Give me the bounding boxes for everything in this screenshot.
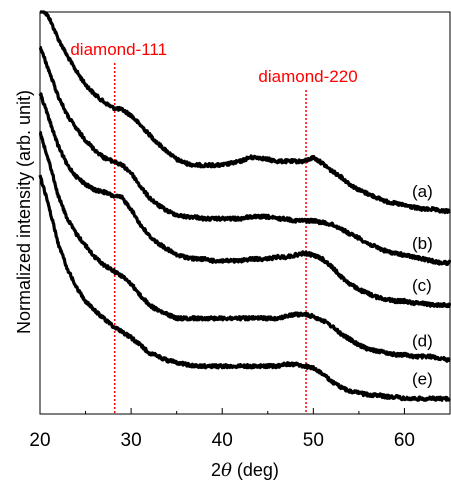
x-tick-label: 20 <box>29 430 50 451</box>
series-line <box>38 45 451 266</box>
series-line <box>38 174 451 402</box>
series-label: (a) <box>412 182 433 201</box>
reference-line-label: diamond-111 <box>70 40 167 59</box>
y-axis-label: Normalized intensity (arb. unit) <box>14 90 34 334</box>
series-group <box>38 10 451 402</box>
series-line <box>38 92 451 309</box>
x-axis-ticks <box>39 408 451 414</box>
reference-lines: diamond-111 diamond-220 <box>70 40 358 414</box>
x-axis-tick-labels: 20 30 40 50 60 <box>29 430 415 451</box>
x-axis-label-symbol: θ <box>221 460 232 481</box>
x-axis-label-prefix: 2 <box>211 460 221 480</box>
series-line <box>38 10 451 215</box>
reference-line-label: diamond-220 <box>258 67 357 86</box>
series-label: (b) <box>412 234 433 253</box>
x-tick-label: 50 <box>303 430 324 451</box>
x-tick-label: 60 <box>394 430 415 451</box>
series-label: (c) <box>412 276 432 295</box>
x-axis-label-suffix: (deg) <box>232 460 279 480</box>
series-label: (d) <box>412 331 433 350</box>
x-tick-label: 40 <box>212 430 233 451</box>
x-tick-label: 30 <box>121 430 142 451</box>
x-axis-label: 2θ (deg) <box>211 460 279 481</box>
series-label: (e) <box>412 370 433 389</box>
series-labels: (a) (b) (c) (d) (e) <box>412 182 433 389</box>
series-line <box>38 131 451 363</box>
